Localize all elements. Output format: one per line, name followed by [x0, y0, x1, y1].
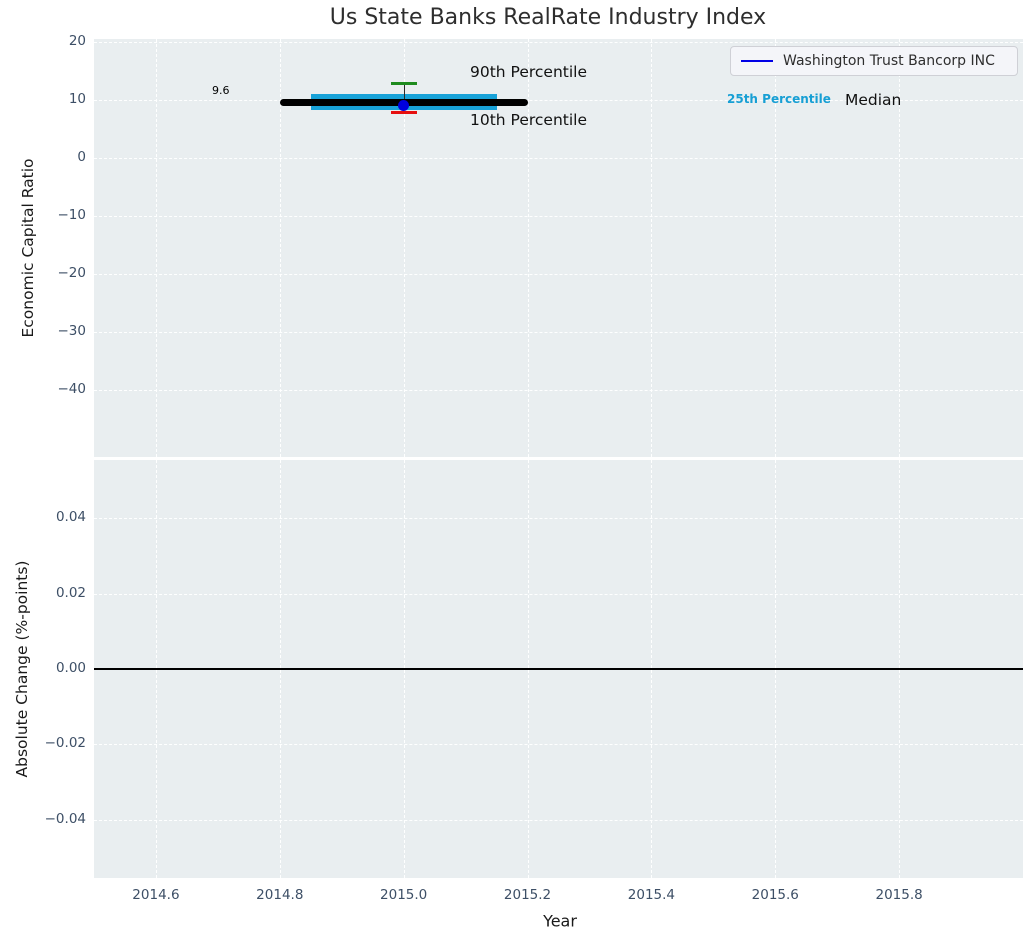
- x-tick-label: 2014.6: [132, 887, 180, 903]
- x-tick-label: 2015.2: [503, 887, 552, 903]
- x-tick-label: 2014.8: [256, 887, 304, 903]
- x-gridline: [279, 39, 281, 457]
- x-tick-label: 2015.0: [380, 887, 428, 903]
- bottom-y-axis-label: Absolute Change (%-points): [13, 560, 31, 778]
- y-gridline: [94, 158, 1023, 159]
- company-data-point: [398, 100, 410, 112]
- top-plot-area: [94, 39, 1023, 457]
- y-tick-label: 20: [68, 32, 86, 49]
- x-gridline: [155, 39, 157, 457]
- x-gridline: [651, 39, 653, 457]
- y-gridline: [94, 593, 1023, 595]
- p10-annotation: 10th Percentile: [470, 111, 588, 129]
- x-gridline: [527, 39, 529, 457]
- y-tick-label: −40: [57, 381, 87, 398]
- legend-line-swatch: [741, 60, 773, 62]
- y-gridline: [94, 216, 1023, 218]
- y-gridline: [94, 518, 1023, 520]
- y-tick-label: −30: [57, 323, 87, 340]
- bottom-plot-area: [94, 460, 1023, 878]
- y-gridline: [94, 41, 1023, 43]
- y-tick-label: 0.00: [55, 660, 86, 676]
- p90-cap: [390, 81, 417, 85]
- y-tick-label: −0.04: [44, 810, 86, 827]
- y-tick-label: −0.02: [44, 735, 86, 752]
- legend: Washington Trust Bancorp INC: [730, 46, 1018, 76]
- x-tick-label: 2015.8: [875, 887, 923, 903]
- x-tick-label: 2015.6: [751, 887, 799, 903]
- median-annotation: Median: [845, 91, 902, 109]
- y-gridline: [94, 332, 1023, 334]
- x-axis-label: Year: [543, 911, 577, 931]
- p90-annotation: 90th Percentile: [470, 63, 588, 81]
- legend-series-label: Washington Trust Bancorp INC: [783, 53, 995, 69]
- y-tick-label: −10: [57, 207, 87, 224]
- x-gridline: [899, 39, 901, 457]
- x-tick-label: 2015.4: [627, 887, 676, 903]
- y-gridline: [94, 274, 1023, 276]
- x-gridline: [775, 39, 777, 457]
- p25-annotation: 25th Percentile: [727, 92, 831, 106]
- y-tick-label: 10: [68, 90, 86, 107]
- y-tick-label: 0: [77, 149, 86, 165]
- y-gridline: [94, 99, 1023, 101]
- y-tick-label: 0.04: [55, 509, 86, 526]
- y-gridline: [94, 744, 1023, 746]
- y-gridline: [94, 390, 1023, 392]
- y-tick-label: −20: [57, 265, 87, 282]
- chart-title: Us State Banks RealRate Industry Index: [329, 5, 767, 30]
- zero-line: [94, 668, 1023, 670]
- p10-cap: [390, 111, 417, 115]
- whisker-line: [403, 83, 405, 106]
- median-value-label: 9.6: [212, 84, 230, 97]
- top-y-axis-label: Economic Capital Ratio: [19, 158, 37, 338]
- x-gridline: [403, 39, 405, 457]
- y-tick-label: 0.02: [55, 584, 86, 601]
- y-gridline: [94, 819, 1023, 821]
